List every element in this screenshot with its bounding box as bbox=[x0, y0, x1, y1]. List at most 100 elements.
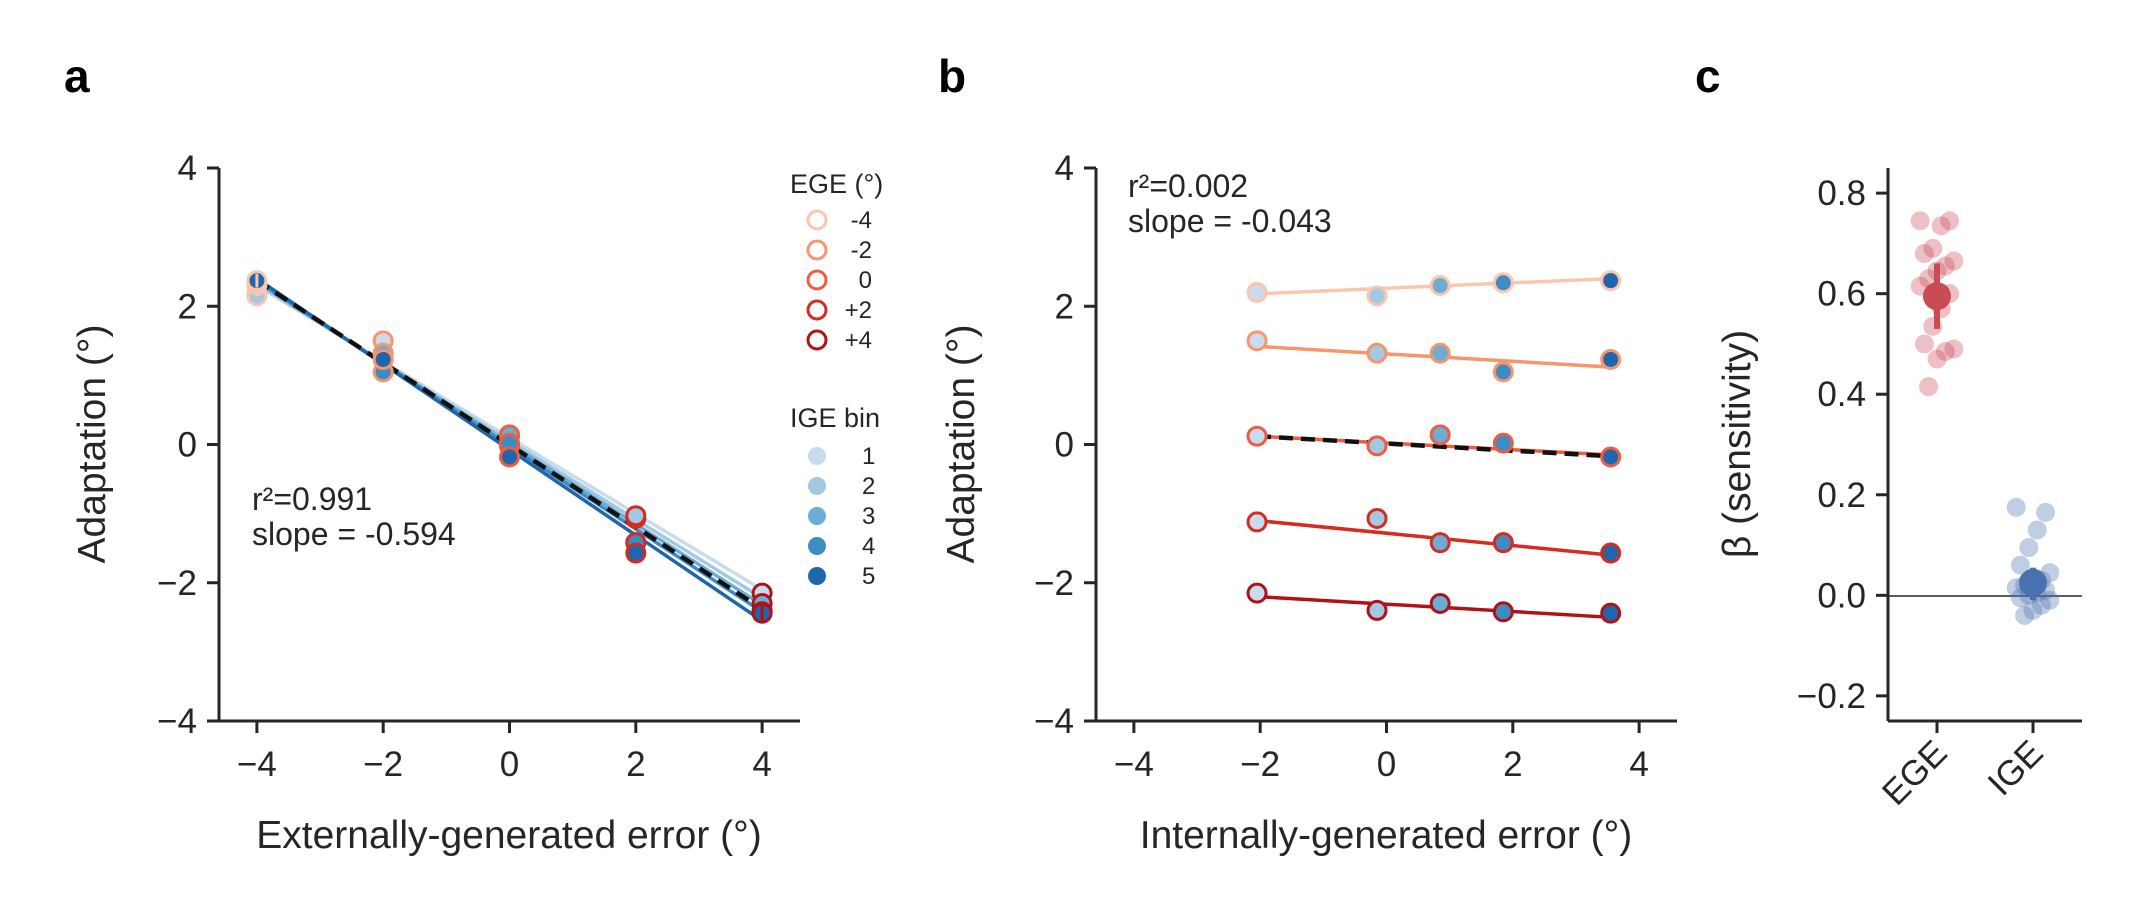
legend-ige-label: 4 bbox=[862, 533, 875, 560]
legend-ige-marker bbox=[808, 477, 826, 495]
panel-a-r2: r²=0.991 bbox=[252, 481, 372, 517]
panel-b-r2: r²=0.002 bbox=[1128, 168, 1248, 204]
legend-ege-label: -2 bbox=[851, 237, 872, 264]
legend-ege-marker bbox=[806, 209, 828, 231]
legend-ige-label: 1 bbox=[862, 443, 875, 470]
panel-c-plot: −0.2 0.0 0.2 0.4 0.6 0.8 EGE IGE β (sensitivity… bbox=[1716, 168, 2082, 813]
data-point bbox=[625, 505, 647, 527]
panel-b-x-tick-label: 2 bbox=[1503, 745, 1522, 784]
data-point bbox=[1366, 507, 1388, 529]
legend-ege-label: -4 bbox=[851, 207, 872, 234]
individual-point bbox=[2031, 595, 2051, 615]
legend-ege-label: +4 bbox=[845, 327, 872, 354]
individual-point bbox=[2040, 590, 2060, 610]
data-point bbox=[1246, 281, 1268, 303]
data-point bbox=[1492, 272, 1514, 294]
panel-c-y-tick-label: 0.8 bbox=[1817, 174, 1866, 213]
panel-c-category-label: IGE bbox=[1980, 733, 2050, 803]
panel-b-x-label: Internally-generated error (°) bbox=[1140, 814, 1632, 857]
panel-label-b: b bbox=[938, 50, 966, 102]
legend-ege-marker bbox=[806, 269, 828, 291]
data-point bbox=[1600, 348, 1622, 370]
panel-b-x-tick-label: 4 bbox=[1629, 745, 1648, 784]
panel-c-y-tick-label: 0.6 bbox=[1817, 275, 1866, 314]
overall-fit-line bbox=[1256, 433, 1611, 459]
panel-a-y-tick-label: −4 bbox=[157, 702, 197, 741]
individual-point bbox=[2015, 605, 2035, 625]
data-point bbox=[1366, 342, 1388, 364]
data-point bbox=[1429, 592, 1451, 614]
individual-point bbox=[1919, 377, 1939, 397]
data-point bbox=[1600, 542, 1622, 564]
panel-b-x-tick-label: −4 bbox=[1114, 745, 1154, 784]
panel-b-plot: −4 −4 −2 −2 0 0 2 2 4 4 r²=0.002 slope = -0.043 I… bbox=[940, 149, 1677, 857]
data-point bbox=[625, 542, 647, 564]
panel-a-slope: slope = -0.594 bbox=[252, 516, 456, 552]
data-point bbox=[1366, 599, 1388, 621]
panel-label-a: a bbox=[64, 50, 90, 102]
data-point bbox=[1600, 446, 1622, 468]
individual-point bbox=[1914, 243, 1934, 263]
panel-label-c: c bbox=[1695, 50, 1721, 102]
legend-ige-marker bbox=[808, 507, 826, 525]
individual-point bbox=[1931, 216, 1951, 236]
data-point bbox=[1492, 601, 1514, 623]
panel-c-y-tick-label: 0.0 bbox=[1817, 576, 1866, 615]
panel-b-y-tick-label: 4 bbox=[1055, 149, 1074, 188]
data-point bbox=[1429, 275, 1451, 297]
legend-ige-label: 2 bbox=[862, 473, 875, 500]
individual-point bbox=[1935, 256, 1955, 276]
data-point bbox=[1492, 532, 1514, 554]
individual-point bbox=[2010, 555, 2030, 575]
legend-ege-label: +2 bbox=[845, 297, 872, 324]
panel-a-x-tick-label: −4 bbox=[237, 745, 277, 784]
legend-ige-marker bbox=[808, 537, 826, 555]
panel-b-x-tick-label: 0 bbox=[1377, 745, 1396, 784]
individual-point bbox=[1914, 334, 1934, 354]
panel-c-y-tick-label: 0.4 bbox=[1817, 375, 1866, 414]
data-point bbox=[1246, 511, 1268, 533]
legend-ege-label: 0 bbox=[859, 267, 872, 294]
panel-a-y-tick-label: 2 bbox=[178, 287, 197, 326]
individual-point bbox=[2023, 600, 2043, 620]
data-point bbox=[1246, 582, 1268, 604]
panel-a-plot: −4 −4 −2 −2 0 0 2 2 4 4 r²=0.991 slope = -0.594 E… bbox=[71, 149, 883, 857]
individual-point bbox=[1935, 341, 1955, 361]
data-point bbox=[1246, 425, 1268, 447]
data-point bbox=[1429, 532, 1451, 554]
legend-ige-marker bbox=[808, 447, 826, 465]
individual-point bbox=[1940, 211, 1960, 231]
panel-a-y-tick-label: 4 bbox=[178, 149, 197, 188]
data-point bbox=[1600, 270, 1622, 292]
data-point bbox=[499, 446, 520, 468]
data-point bbox=[1366, 285, 1388, 307]
individual-point bbox=[1944, 251, 1964, 271]
individual-point bbox=[1923, 238, 1943, 258]
panel-a-x-label: Externally-generated error (°) bbox=[256, 814, 761, 857]
individual-point bbox=[1944, 339, 1964, 359]
data-point bbox=[1492, 432, 1514, 454]
panel-a-x-tick-label: 2 bbox=[626, 745, 645, 784]
data-point bbox=[1429, 342, 1451, 364]
legend-ige-marker bbox=[808, 567, 826, 585]
panel-a-y-label: Adaptation (°) bbox=[71, 325, 114, 564]
panel-a-y-tick-label: −2 bbox=[157, 564, 197, 603]
panel-c-y-label: β (sensitivity) bbox=[1716, 330, 1759, 558]
individual-point bbox=[1910, 211, 1930, 231]
individual-point bbox=[1927, 349, 1947, 369]
legend-ege-marker bbox=[806, 329, 828, 351]
legend-ege-marker bbox=[806, 239, 828, 261]
data-point bbox=[1429, 424, 1451, 446]
panel-b-y-label: Adaptation (°) bbox=[940, 325, 983, 564]
data-point bbox=[1600, 602, 1622, 624]
data-point bbox=[1246, 330, 1268, 352]
panel-b-y-tick-label: 0 bbox=[1055, 426, 1074, 465]
panel-c-category-label: EGE bbox=[1875, 733, 1955, 813]
panel-c-y-tick-label: −0.2 bbox=[1797, 677, 1866, 716]
data-point bbox=[372, 348, 394, 370]
data-point bbox=[1366, 435, 1388, 457]
legend-ege-marker bbox=[806, 299, 828, 321]
panel-a-x-tick-label: −2 bbox=[363, 745, 403, 784]
panel-a-x-tick-label: 0 bbox=[500, 745, 519, 784]
